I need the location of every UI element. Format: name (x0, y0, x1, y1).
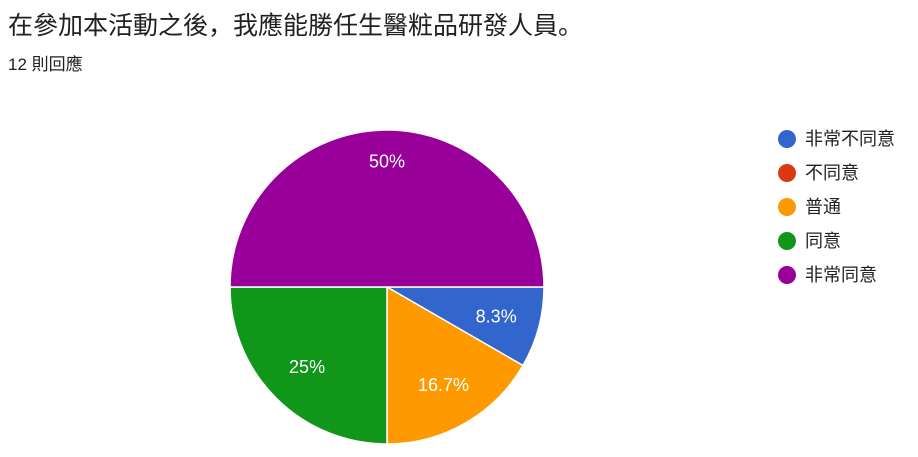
slice-label-3: 25% (289, 357, 325, 377)
slice-label-2: 16.7% (418, 375, 469, 395)
legend-label-4: 非常同意 (805, 265, 877, 285)
legend-label-2: 普通 (805, 197, 841, 217)
legend-marker-2 (778, 198, 796, 216)
question-title: 在參加本活動之後，我應能勝任生醫粧品研發人員。 (8, 12, 584, 40)
pie-slice-4[interactable] (229, 129, 545, 288)
legend-item-2[interactable]: 普通 (778, 197, 841, 217)
legend-marker-0 (778, 130, 796, 148)
legend-marker-3 (778, 232, 796, 250)
slice-label-4: 50% (369, 151, 405, 171)
legend-item-1[interactable]: 不同意 (778, 163, 859, 183)
legend-label-3: 同意 (805, 231, 841, 251)
legend-label-1: 不同意 (805, 163, 859, 183)
legend-item-4[interactable]: 非常同意 (778, 265, 877, 285)
legend-item-0[interactable]: 非常不同意 (778, 129, 895, 149)
legend-marker-4 (778, 266, 796, 284)
response-count: 12 則回應 (8, 55, 83, 74)
legend-marker-1 (778, 164, 796, 182)
legend-item-3[interactable]: 同意 (778, 231, 841, 251)
pie-slice-2[interactable] (386, 285, 524, 445)
legend-label-0: 非常不同意 (805, 129, 895, 149)
pie-slice-3[interactable] (229, 286, 388, 445)
slice-label-0: 8.3% (476, 306, 517, 326)
